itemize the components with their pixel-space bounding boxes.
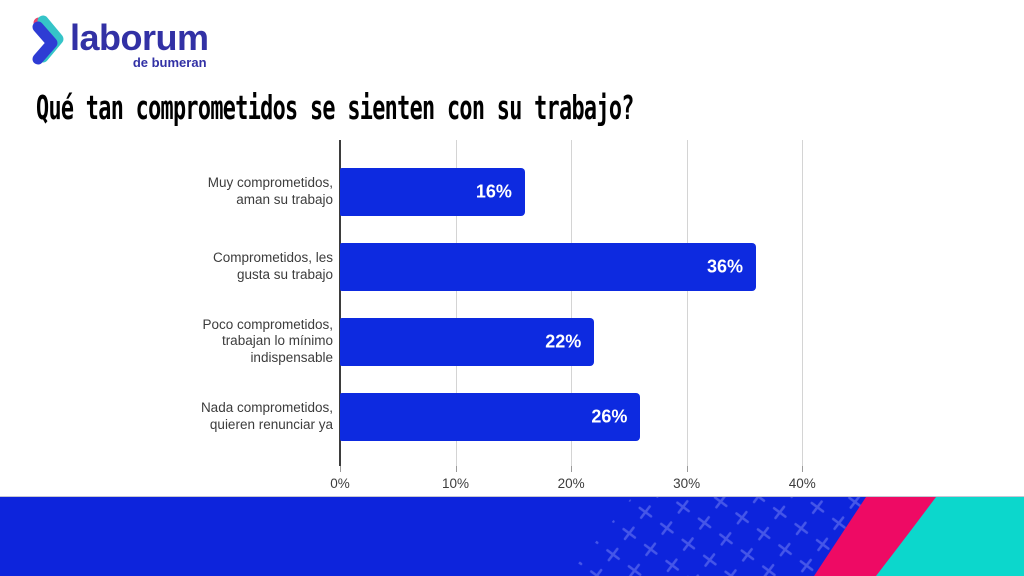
logo-subtitle: de bumeran: [132, 54, 207, 70]
footer-band-graphic: [0, 497, 1024, 576]
bar-row: 16%: [340, 154, 860, 229]
bar: 22%: [340, 317, 595, 366]
category-label: Comprometidos, les gusta su trabajo: [212, 250, 333, 282]
x-axis-tick: [340, 466, 341, 472]
category-label: Nada comprometidos, quieren renunciar ya: [200, 400, 333, 432]
category-label: Poco comprometidos, trabajan lo mínimo i…: [202, 316, 333, 365]
value-label: 26%: [591, 406, 628, 426]
x-axis-tick-label: 40%: [788, 476, 816, 491]
x-axis-tick: [686, 466, 688, 472]
value-label: 16%: [475, 181, 512, 201]
gridline: [571, 140, 573, 466]
x-axis-tick-label: 10%: [442, 476, 470, 491]
category-label: Muy comprometidos, aman su trabajo: [207, 175, 333, 207]
x-axis-tick-label: 0%: [330, 476, 350, 491]
logo: laborum de bumeran: [30, 13, 209, 70]
bar-row: 26%: [340, 379, 860, 454]
gridline: [686, 140, 688, 466]
footer-decorative-band: [0, 496, 1024, 576]
x-axis-tick: [802, 466, 804, 472]
gridline: [802, 140, 804, 466]
category-labels-column: Muy comprometidos, aman su trabajo Compr…: [194, 140, 340, 466]
page-title: Qué tan comprometidos se sienten con su …: [36, 88, 634, 127]
bar: 36%: [340, 242, 756, 291]
bar-row: 36%: [340, 229, 860, 304]
plot-area: 16% 36% 22% 26% 0% 10% 20% 30% 40%: [330, 140, 860, 491]
value-label: 36%: [706, 256, 743, 276]
y-axis-line: [339, 140, 341, 466]
logo-brand: laborum: [70, 17, 209, 58]
x-axis-tick: [455, 466, 457, 472]
logo-text: laborum de bumeran: [70, 19, 209, 70]
x-axis-tick-label: 30%: [673, 476, 701, 491]
value-label: 22%: [545, 331, 582, 351]
laborum-chevron-icon: [32, 15, 64, 65]
band-teal-area: [876, 497, 1024, 576]
bar-row: 22%: [340, 304, 860, 379]
bar-chart: Muy comprometidos, aman su trabajo Compr…: [194, 140, 860, 491]
x-axis-tick: [571, 466, 573, 472]
x-axis-tick-label: 20%: [557, 476, 585, 491]
bar: 26%: [340, 392, 641, 441]
gridline: [455, 140, 457, 466]
bar: 16%: [340, 167, 525, 216]
